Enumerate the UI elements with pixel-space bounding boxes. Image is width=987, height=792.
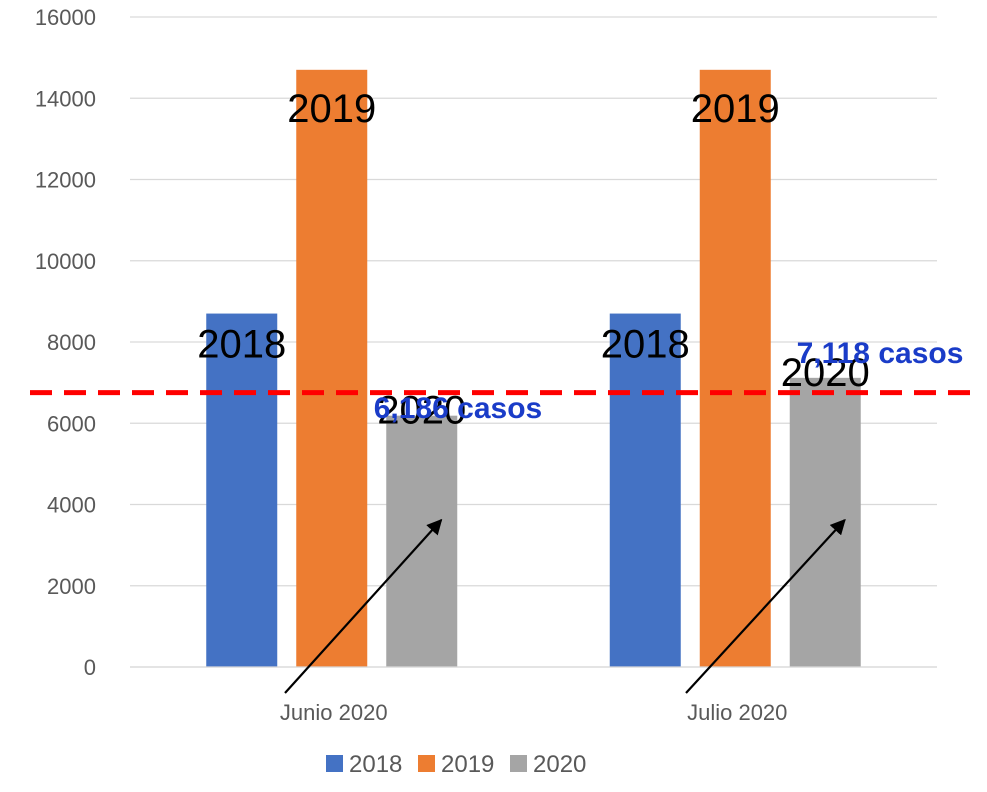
annotation-arrow — [284, 518, 443, 694]
y-tick-label: 4000 — [47, 493, 96, 518]
y-tick-label: 14000 — [35, 86, 96, 111]
y-tick-label: 2000 — [47, 574, 96, 599]
annotation-label: 6,186 casos — [374, 392, 542, 425]
legend-swatch-2019 — [418, 755, 435, 772]
bar-year-label: 2020 — [781, 351, 870, 395]
annotations: 6,186 casos 7,118 casos — [284, 337, 964, 694]
y-tick-label: 10000 — [35, 249, 96, 274]
bar-year-label: 2019 — [691, 87, 780, 131]
bar-labels: 2018 2019 2020 2018 2019 2020 — [197, 87, 869, 433]
x-axis: Junio 2020 Julio 2020 — [130, 666, 937, 725]
bar-2018 — [206, 313, 278, 667]
x-category-label: Julio 2020 — [687, 700, 787, 725]
y-tick-label: 12000 — [35, 168, 96, 193]
legend-swatch-2020 — [510, 755, 527, 772]
y-tick-label: 16000 — [35, 5, 96, 30]
bar-year-label: 2018 — [601, 323, 690, 367]
x-category-label: Junio 2020 — [280, 700, 388, 725]
legend-swatch-2018 — [326, 755, 343, 772]
bar-year-label: 2018 — [197, 323, 286, 367]
bar-year-label: 2020 — [377, 389, 466, 433]
legend-label: 2020 — [533, 751, 586, 778]
y-tick-label: 8000 — [47, 330, 96, 355]
bar-2018 — [609, 313, 681, 667]
bar-2019 — [296, 69, 368, 667]
annotation-arrow — [685, 518, 846, 694]
bar-year-label: 2019 — [287, 87, 376, 131]
legend: 2018 2019 2020 — [326, 751, 586, 778]
bars — [206, 69, 861, 667]
legend-label: 2018 — [349, 751, 402, 778]
y-tick-label: 0 — [84, 655, 96, 680]
y-tick-label: 6000 — [47, 411, 96, 436]
bar-2020 — [789, 377, 861, 667]
y-axis: 0 2000 4000 6000 8000 10000 12000 14000 16000 — [35, 5, 96, 680]
legend-label: 2019 — [441, 751, 494, 778]
annotation-label: 7,118 casos — [797, 337, 964, 370]
bar-2019 — [699, 69, 771, 667]
